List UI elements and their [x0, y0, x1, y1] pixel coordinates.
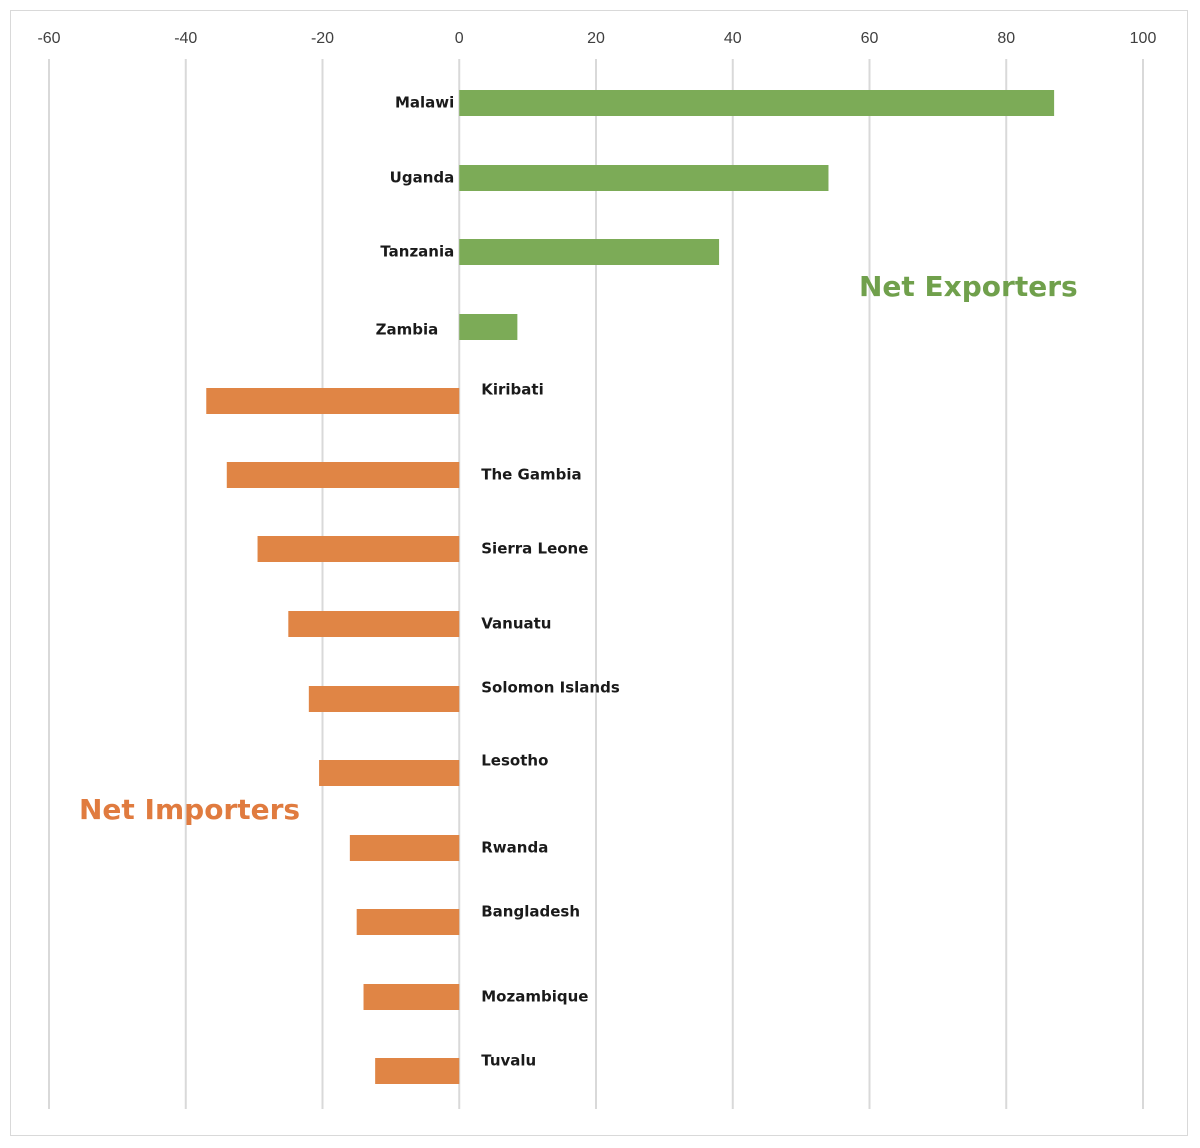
bar-tuvalu — [375, 1058, 460, 1084]
category-label: Tuvalu — [481, 1052, 536, 1070]
bar-lesotho — [319, 760, 460, 786]
category-labels: Malawi Uganda Tanzania Zambia Kiribati The Ga… — [376, 94, 620, 1070]
gridlines — [48, 59, 1144, 1109]
x-tick-label: 0 — [455, 30, 464, 47]
bar-rwanda — [349, 835, 460, 861]
category-label: The Gambia — [481, 466, 581, 484]
net-importers-label: Net Importers — [79, 793, 300, 826]
x-tick-label: -40 — [174, 30, 197, 47]
x-tick-label: -60 — [37, 30, 60, 47]
x-tick-label: 100 — [1130, 30, 1157, 47]
category-label: Solomon Islands — [481, 679, 620, 697]
category-label: Lesotho — [481, 752, 548, 770]
category-label: Rwanda — [481, 839, 548, 857]
category-label: Bangladesh — [481, 903, 580, 921]
x-tick-label: 20 — [587, 30, 605, 47]
net-trade-bar-chart: -60 -40 -20 0 20 40 60 80 100 Malawi Uganda Tanzan… — [37, 30, 1156, 1109]
bar-sierra-leone — [257, 536, 460, 562]
bar-vanuatu — [288, 611, 460, 637]
x-tick-label: 40 — [724, 30, 742, 47]
category-label: Sierra Leone — [481, 540, 588, 558]
category-label: Zambia — [376, 321, 439, 339]
chart-frame: -60 -40 -20 0 20 40 60 80 100 Malawi Uganda Tanzan… — [10, 10, 1188, 1136]
bar-zambia — [459, 314, 518, 340]
bars — [206, 90, 1055, 1084]
bar-solomon-islands — [308, 686, 460, 712]
category-label: Uganda — [390, 169, 455, 187]
category-label: Malawi — [395, 94, 454, 112]
category-label: Vanuatu — [481, 615, 551, 633]
bar-kiribati — [206, 388, 460, 414]
bar-uganda — [459, 165, 829, 191]
x-axis-ticks: -60 -40 -20 0 20 40 60 80 100 — [37, 30, 1156, 47]
x-tick-label: 60 — [861, 30, 879, 47]
bar-tanzania — [459, 239, 720, 265]
category-label: Kiribati — [481, 381, 543, 399]
bar-bangladesh — [356, 909, 460, 935]
bar-the-gambia — [226, 462, 460, 488]
annotations: Net Exporters Net Importers — [79, 270, 1078, 826]
x-tick-label: -20 — [311, 30, 334, 47]
x-tick-label: 80 — [997, 30, 1015, 47]
category-label: Mozambique — [481, 988, 588, 1006]
net-exporters-label: Net Exporters — [859, 270, 1078, 303]
category-label: Tanzania — [380, 243, 454, 261]
bar-mozambique — [363, 984, 460, 1010]
bar-malawi — [459, 90, 1055, 116]
